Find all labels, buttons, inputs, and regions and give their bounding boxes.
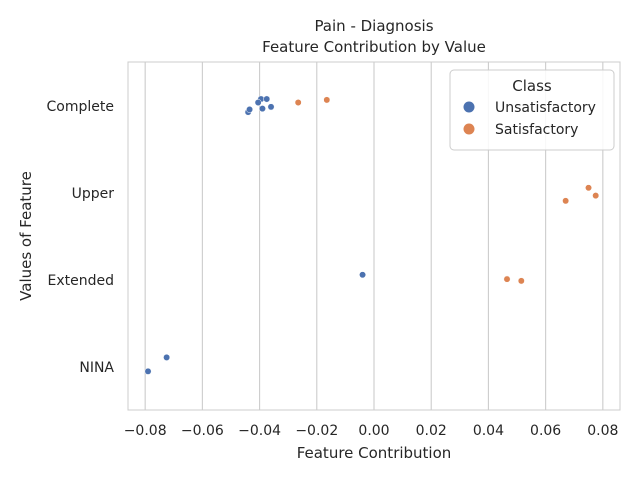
legend-marker — [463, 123, 475, 135]
x-tick-label: 0.04 — [473, 423, 504, 439]
chart-subtitle: Feature Contribution by Value — [262, 38, 486, 56]
data-point — [246, 106, 254, 113]
legend-label: Unsatisfactory — [495, 100, 596, 116]
y-tick-labels: Complete Upper Extended NINA — [47, 99, 115, 376]
x-tick-label: 0.06 — [530, 423, 561, 439]
legend-label: Satisfactory — [495, 122, 578, 138]
data-point — [585, 184, 592, 192]
x-tick-label: −0.06 — [181, 423, 224, 439]
data-point — [592, 192, 600, 200]
data-point — [323, 96, 331, 104]
y-tick-label: Upper — [72, 186, 115, 202]
data-points — [144, 95, 600, 375]
x-tick-labels: −0.08 −0.06 −0.04 −0.02 0.00 0.02 0.04 0.06 0.08 — [124, 423, 619, 439]
data-point — [144, 367, 152, 375]
data-point — [267, 103, 275, 111]
data-point — [503, 275, 511, 283]
y-tick-label: NINA — [79, 360, 114, 376]
legend-marker — [463, 101, 475, 113]
data-point — [254, 99, 262, 106]
x-tick-label: 0.02 — [416, 423, 447, 439]
x-tick-label: −0.02 — [295, 423, 338, 439]
y-tick-label: Complete — [47, 99, 114, 115]
x-axis-label: Feature Contribution — [297, 444, 452, 462]
x-tick-label: −0.08 — [124, 423, 167, 439]
y-tick-label: Extended — [48, 273, 115, 289]
data-point — [263, 95, 271, 103]
chart-title: Pain - Diagnosis — [314, 17, 433, 35]
legend: Class Unsatisfactory Satisfactory — [449, 69, 615, 151]
data-point — [562, 197, 570, 205]
legend-box — [449, 69, 615, 151]
data-point — [359, 271, 367, 279]
x-tick-label: 0.00 — [358, 423, 389, 439]
x-tick-label: 0.08 — [587, 423, 618, 439]
y-axis-label: Values of Feature — [17, 171, 35, 301]
legend-items: Unsatisfactory Satisfactory — [463, 100, 596, 138]
legend-title: Class — [512, 77, 552, 95]
x-tick-label: −0.04 — [238, 423, 281, 439]
data-point — [517, 277, 525, 285]
data-point — [163, 353, 171, 361]
data-point — [294, 99, 302, 106]
data-point — [258, 105, 266, 113]
